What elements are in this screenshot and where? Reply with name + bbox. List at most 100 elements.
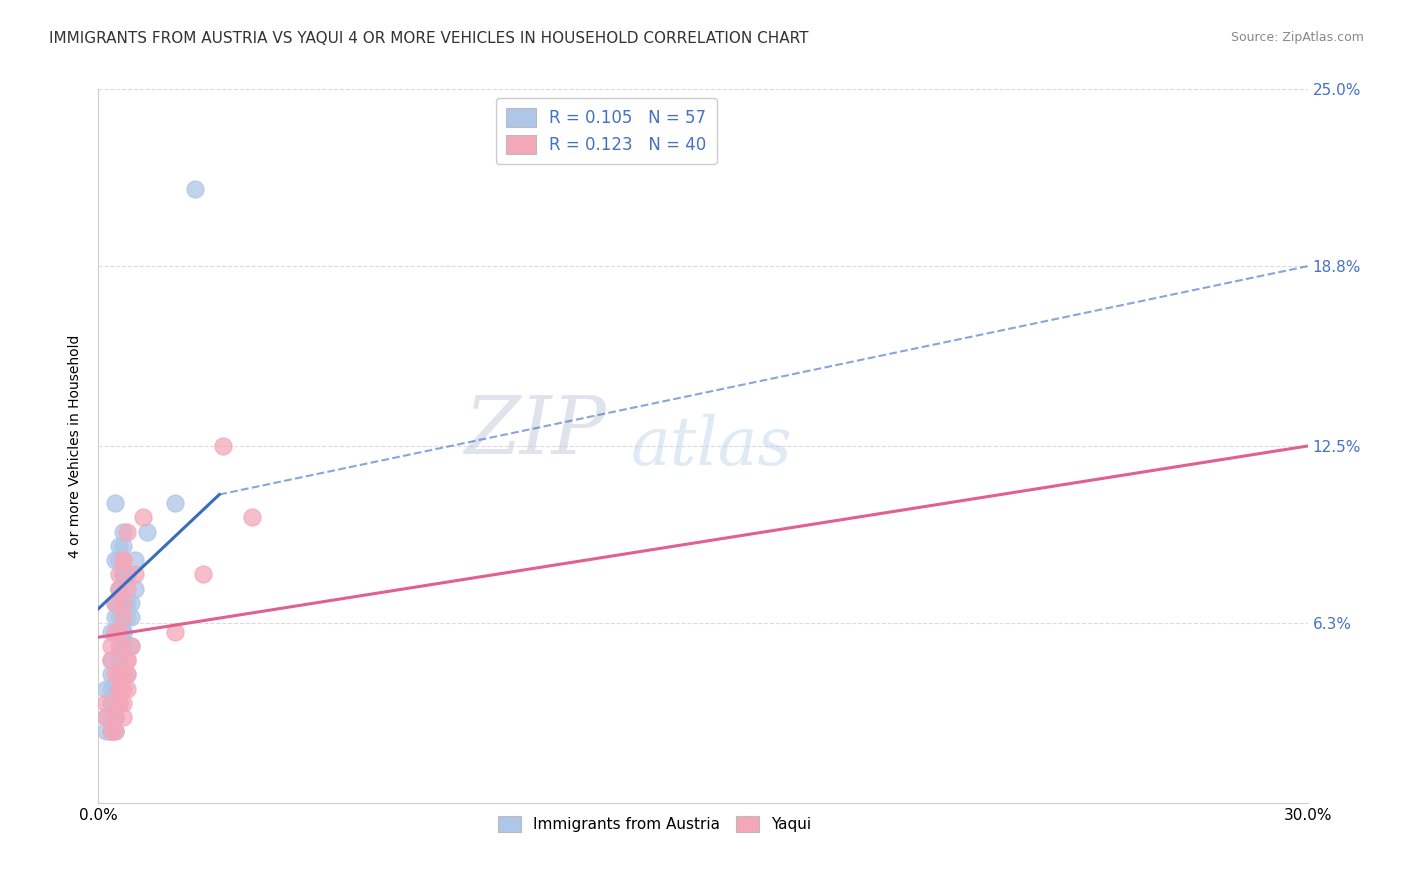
Point: [107, 567, 129, 582]
Y-axis label: 4 or more Vehicles in Household: 4 or more Vehicles in Household: [69, 334, 83, 558]
Point: [100, 724, 122, 739]
Point: [107, 681, 129, 696]
Point: [111, 610, 134, 624]
Point: [96, 710, 118, 724]
Point: [100, 724, 122, 739]
Point: [103, 724, 125, 739]
Point: [111, 624, 134, 639]
Point: [111, 710, 134, 724]
Point: [100, 696, 122, 710]
Point: [111, 553, 134, 567]
Point: [115, 582, 138, 596]
Point: [115, 567, 138, 582]
Point: [103, 710, 125, 724]
Point: [111, 696, 134, 710]
Text: ZIP: ZIP: [464, 393, 606, 470]
Point: [96, 696, 118, 710]
Point: [103, 596, 125, 610]
Text: atlas: atlas: [630, 413, 792, 479]
Point: [100, 639, 122, 653]
Point: [107, 653, 129, 667]
Point: [100, 624, 122, 639]
Point: [163, 624, 186, 639]
Point: [103, 624, 125, 639]
Point: [103, 496, 125, 510]
Point: [132, 510, 155, 524]
Point: [100, 667, 122, 681]
Point: [111, 667, 134, 681]
Point: [111, 639, 134, 653]
Point: [96, 681, 118, 696]
Point: [115, 681, 138, 696]
Point: [107, 553, 129, 567]
Point: [107, 582, 129, 596]
Point: [107, 667, 129, 681]
Point: [111, 610, 134, 624]
Point: [193, 567, 215, 582]
Point: [107, 696, 129, 710]
Point: [124, 567, 146, 582]
Point: [115, 653, 138, 667]
Point: [240, 510, 263, 524]
Point: [111, 681, 134, 696]
Point: [96, 710, 118, 724]
Point: [103, 610, 125, 624]
Point: [103, 624, 125, 639]
Point: [103, 724, 125, 739]
Point: [115, 667, 138, 681]
Point: [107, 696, 129, 710]
Point: [124, 553, 146, 567]
Point: [103, 681, 125, 696]
Point: [103, 553, 125, 567]
Point: [103, 596, 125, 610]
Point: [120, 596, 142, 610]
Point: [120, 610, 142, 624]
Point: [115, 653, 138, 667]
Point: [120, 639, 142, 653]
Point: [107, 596, 129, 610]
Point: [111, 553, 134, 567]
Legend: Immigrants from Austria, Yaqui: Immigrants from Austria, Yaqui: [492, 810, 817, 838]
Point: [184, 182, 207, 196]
Point: [100, 681, 122, 696]
Point: [111, 539, 134, 553]
Point: [107, 539, 129, 553]
Point: [120, 639, 142, 653]
Point: [103, 667, 125, 681]
Point: [100, 653, 122, 667]
Point: [107, 653, 129, 667]
Point: [111, 596, 134, 610]
Point: [103, 696, 125, 710]
Point: [111, 624, 134, 639]
Point: [96, 724, 118, 739]
Point: [107, 624, 129, 639]
Text: Source: ZipAtlas.com: Source: ZipAtlas.com: [1230, 31, 1364, 45]
Point: [115, 567, 138, 582]
Point: [100, 724, 122, 739]
Point: [212, 439, 235, 453]
Point: [111, 567, 134, 582]
Point: [107, 582, 129, 596]
Point: [115, 596, 138, 610]
Point: [115, 667, 138, 681]
Point: [135, 524, 157, 539]
Point: [107, 681, 129, 696]
Point: [100, 653, 122, 667]
Text: IMMIGRANTS FROM AUSTRIA VS YAQUI 4 OR MORE VEHICLES IN HOUSEHOLD CORRELATION CHA: IMMIGRANTS FROM AUSTRIA VS YAQUI 4 OR MO…: [49, 31, 808, 46]
Point: [111, 567, 134, 582]
Point: [100, 696, 122, 710]
Point: [111, 524, 134, 539]
Point: [111, 624, 134, 639]
Point: [103, 710, 125, 724]
Point: [115, 524, 138, 539]
Point: [111, 639, 134, 653]
Point: [107, 667, 129, 681]
Point: [107, 696, 129, 710]
Point: [107, 639, 129, 653]
Point: [163, 496, 186, 510]
Point: [115, 610, 138, 624]
Point: [111, 639, 134, 653]
Point: [107, 582, 129, 596]
Point: [107, 667, 129, 681]
Point: [107, 610, 129, 624]
